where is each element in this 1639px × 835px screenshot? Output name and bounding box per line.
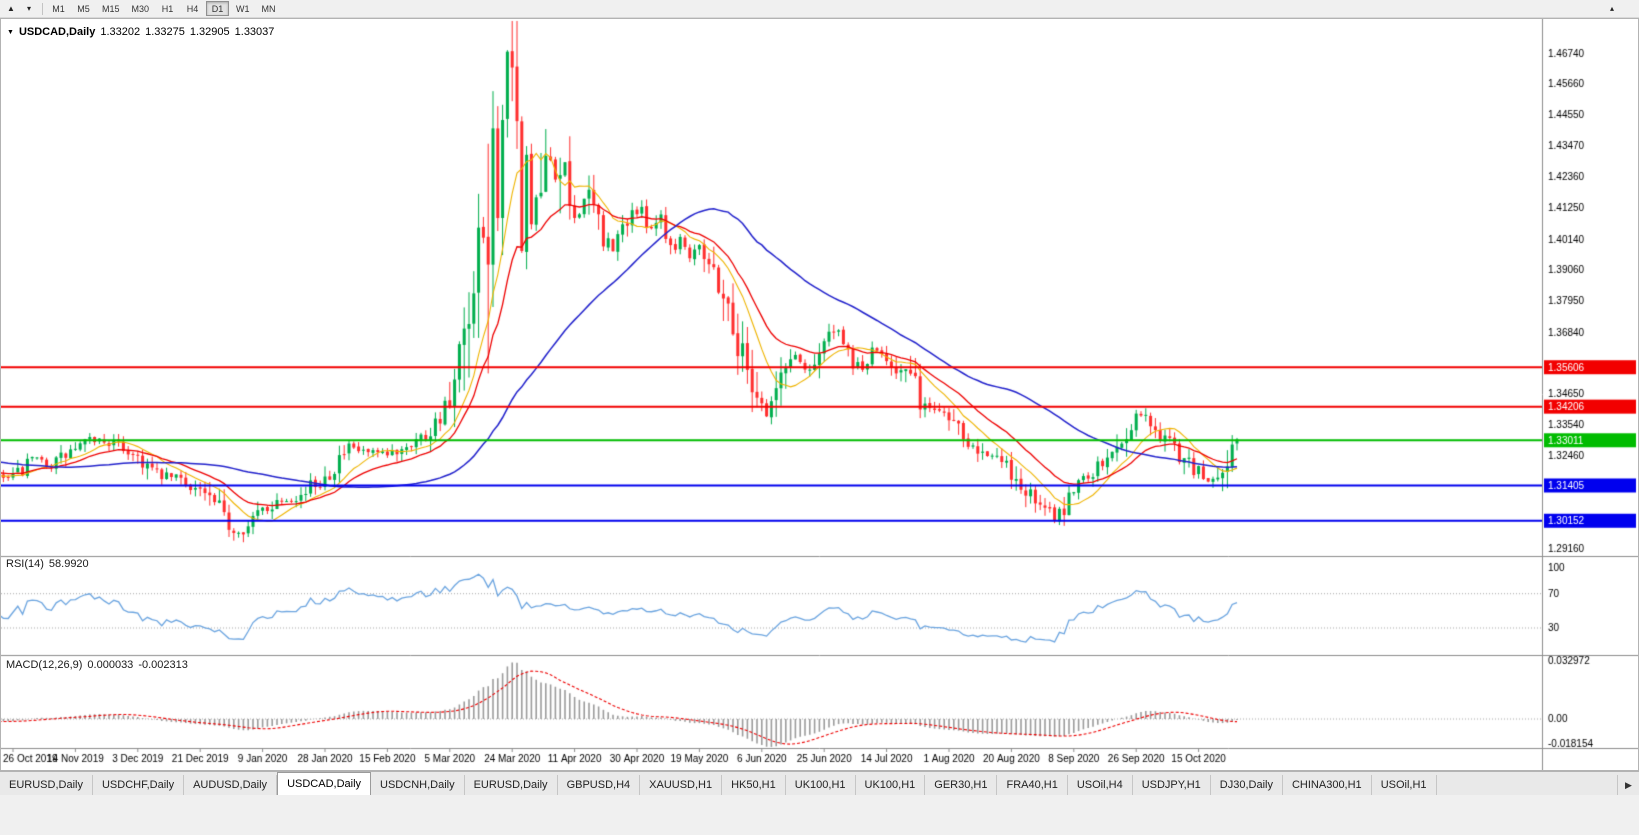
timeframe-mn[interactable]: MN (261, 3, 276, 14)
chart-window: ▼ USDCAD,Daily 1.33202 1.33275 1.32905 1… (0, 18, 1639, 771)
tab-gbpusd-h4[interactable]: GBPUSD,H4 (557, 775, 641, 795)
timeframe-w1[interactable]: W1 (236, 3, 250, 14)
macd-signal-value: -0.002313 (138, 659, 188, 671)
macd-indicator-label: MACD(12,26,9) 0.000033 -0.002313 (6, 659, 188, 671)
tab-usdcnh-daily[interactable]: USDCNH,Daily (371, 775, 465, 795)
timeframe-h1[interactable]: H1 (161, 3, 174, 14)
quote-low: 1.32905 (189, 26, 230, 38)
tab-scroll-right-icon[interactable]: ▶ (1617, 775, 1639, 795)
tab-strip: EURUSD,Daily USDCHF,Daily AUDUSD,Daily USDC… (0, 771, 1617, 795)
quote-high: 1.33275 (145, 26, 185, 38)
rsi-indicator-label: RSI(14) 58.9920 (6, 558, 89, 570)
macd-label-text: MACD(12,26,9) (6, 659, 83, 671)
tab-ger30-h1[interactable]: GER30,H1 (925, 775, 998, 795)
quote-close: 1.33037 (234, 26, 275, 38)
tab-usoil-h4[interactable]: USOil,H4 (1067, 775, 1133, 795)
chevron-down-icon[interactable]: ▾ (26, 3, 31, 13)
timeframe-m5[interactable]: M5 (77, 3, 90, 14)
tab-audusd-daily[interactable]: AUDUSD,Daily (184, 775, 278, 795)
quote-open: 1.33202 (100, 26, 141, 38)
timeframe-m15[interactable]: M15 (102, 3, 120, 14)
timeframe-m1[interactable]: M1 (52, 3, 65, 14)
timeframe-h4[interactable]: H4 (186, 3, 199, 14)
chart-symbol-label: USDCAD,Daily (18, 26, 96, 38)
tab-uk100-h1[interactable]: UK100,H1 (785, 775, 856, 795)
tab-eurusd-daily[interactable]: EURUSD,Daily (0, 775, 93, 795)
tab-usdcad-daily[interactable]: USDCAD,Daily (277, 772, 372, 795)
status-strip (0, 795, 1639, 835)
price-chart-canvas[interactable] (1, 19, 1638, 770)
rsi-label-text: RSI(14) (6, 558, 44, 570)
chart-toolbar: ▲ ▾ M1 M5 M15 M30 H1 H4 D1 W1 MN ▴ (0, 0, 1639, 18)
toolbar-right: ▴ (1603, 1, 1621, 16)
timeframe-m30[interactable]: M30 (131, 3, 150, 14)
tab-xauusd-h1[interactable]: XAUUSD,H1 (640, 775, 723, 795)
timeframe-group: M1 M5 M15 M30 H1 H4 D1 W1 MN (47, 1, 281, 16)
tab-eurusd-daily[interactable]: EURUSD,Daily (464, 775, 558, 795)
macd-main-value: 0.000033 (87, 659, 134, 671)
scroll-up-icon[interactable]: ▴ (1609, 3, 1614, 13)
symbol-dropdown-icon[interactable]: ▼ (7, 28, 14, 36)
tab-usdjpy-h1[interactable]: USDJPY,H1 (1132, 775, 1211, 795)
cursor-arrow-icon[interactable]: ▲ (7, 3, 15, 13)
tab-dj30-daily[interactable]: DJ30,Daily (1210, 775, 1283, 795)
tab-usoil-h1[interactable]: USOil,H1 (1371, 775, 1437, 795)
rsi-value: 58.9920 (48, 558, 89, 570)
toolbar-separator (42, 2, 43, 15)
chart-title: ▼ USDCAD,Daily 1.33202 1.33275 1.32905 1… (7, 26, 274, 38)
chart-tabbar: EURUSD,Daily USDCHF,Daily AUDUSD,Daily USDC… (0, 771, 1639, 795)
tab-usdchf-daily[interactable]: USDCHF,Daily (92, 775, 185, 795)
tab-china300-h1[interactable]: CHINA300,H1 (1282, 775, 1372, 795)
tab-hk50-h1[interactable]: HK50,H1 (722, 775, 786, 795)
tab-uk100-h1[interactable]: UK100,H1 (855, 775, 926, 795)
tab-fra40-h1[interactable]: FRA40,H1 (997, 775, 1068, 795)
timeframe-d1[interactable]: D1 (206, 1, 230, 16)
